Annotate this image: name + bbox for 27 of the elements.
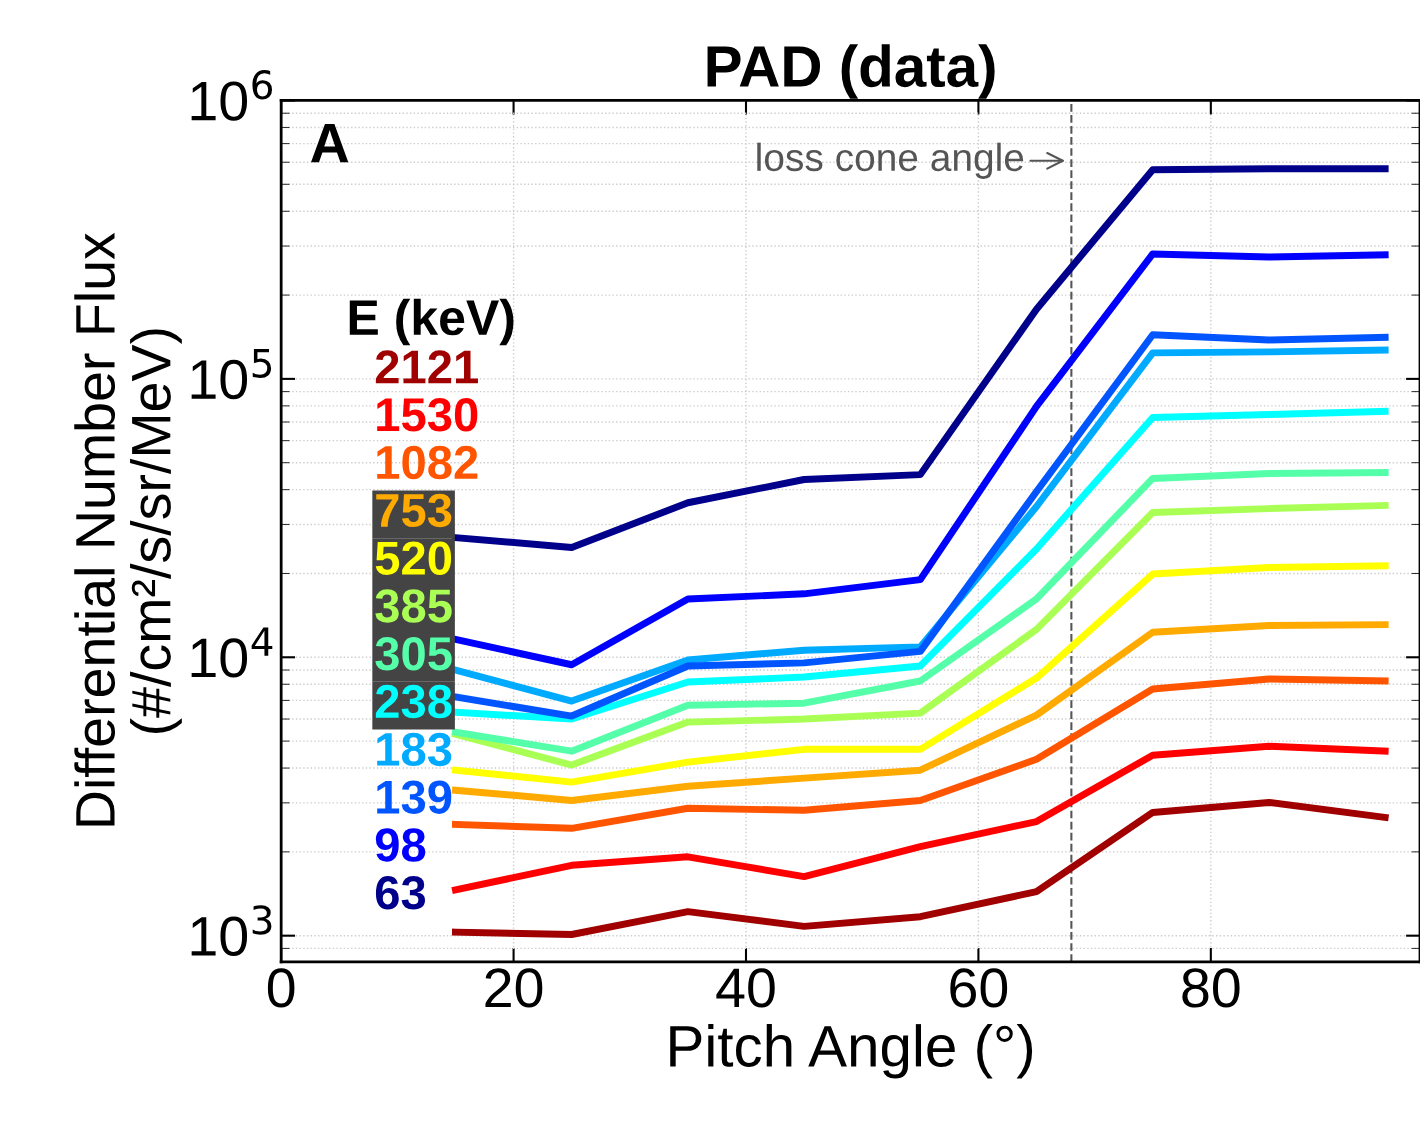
- y-tick-label: 10$^{5}$: [191, 349, 272, 400]
- series-label: 305: [375, 637, 452, 671]
- series-label: 183: [377, 732, 452, 767]
- y-tick-label: 10$^{3}$: [191, 905, 272, 956]
- chart-title: PAD (data): [707, 44, 995, 99]
- series-label: 238: [375, 684, 452, 719]
- text: 2121: [375, 350, 478, 384]
- text: 98: [375, 828, 426, 862]
- text: 1082: [377, 445, 478, 480]
- text: 385: [375, 589, 452, 623]
- y-tick-label: 10$^{6}$: [191, 70, 273, 121]
- ref-line-label: loss cone angle: [757, 142, 1024, 179]
- x-tick-label: 60: [950, 968, 1008, 1008]
- x-axis-title: Pitch Angle (°): [670, 1024, 1033, 1079]
- text: 520: [375, 541, 452, 575]
- text: 753: [376, 493, 452, 528]
- series-label: 139: [377, 780, 452, 814]
- annotation: A: [311, 124, 349, 163]
- y-tick-label: 10$^{4}$: [191, 627, 273, 678]
- text: 1530: [377, 398, 478, 432]
- x-tick-label: 0: [267, 968, 295, 1008]
- y-axis-title: Differential Number Flux (#/cm²/s/sr/MeV): [74, 232, 182, 826]
- text: 63: [375, 876, 426, 910]
- x-tick-label: 20: [485, 968, 543, 1008]
- legend-title: E (keV): [349, 298, 514, 346]
- x-tick-label: 40: [716, 968, 775, 1008]
- x-tick-label: 80: [1182, 968, 1240, 1008]
